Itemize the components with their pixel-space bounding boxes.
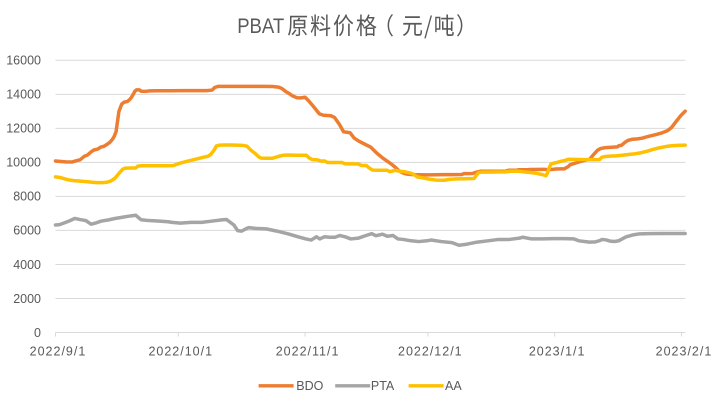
svg-text:12000: 12000 xyxy=(6,122,41,136)
svg-text:6000: 6000 xyxy=(13,224,41,238)
svg-text:10000: 10000 xyxy=(6,156,41,170)
svg-text:0: 0 xyxy=(34,326,41,340)
svg-text:4000: 4000 xyxy=(13,258,41,272)
svg-text:2022/10/1: 2022/10/1 xyxy=(148,345,213,359)
svg-text:2022/11/1: 2022/11/1 xyxy=(276,345,340,359)
svg-text:14000: 14000 xyxy=(6,88,41,102)
svg-text:BDO: BDO xyxy=(296,379,323,393)
svg-text:2022/12/1: 2022/12/1 xyxy=(398,345,463,359)
svg-text:2000: 2000 xyxy=(13,292,41,306)
svg-text:16000: 16000 xyxy=(6,54,41,68)
svg-text:PTA: PTA xyxy=(371,379,395,393)
svg-text:2023/1/1: 2023/1/1 xyxy=(529,345,586,359)
svg-text:AA: AA xyxy=(445,379,462,393)
svg-text:2023/2/1: 2023/2/1 xyxy=(656,345,713,359)
svg-text:8000: 8000 xyxy=(13,190,41,204)
svg-text:PBAT: PBAT xyxy=(237,14,284,38)
svg-text:2022/9/1: 2022/9/1 xyxy=(30,345,87,359)
